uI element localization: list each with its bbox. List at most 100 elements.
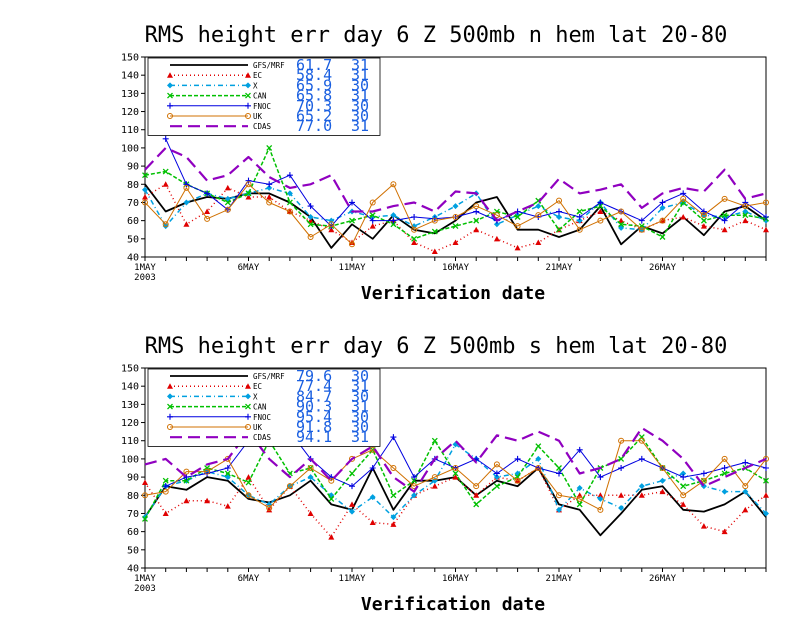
data-point — [700, 477, 707, 484]
data-point — [618, 208, 625, 215]
y-tick-label: 120 — [121, 107, 139, 118]
data-point — [763, 226, 769, 233]
data-point — [411, 474, 418, 481]
data-point — [390, 217, 397, 224]
data-point — [473, 217, 480, 224]
data-point — [266, 181, 273, 188]
data-point — [556, 492, 562, 499]
data-point — [162, 510, 169, 516]
data-point — [535, 465, 542, 471]
data-point — [659, 465, 666, 471]
data-point — [286, 483, 293, 490]
data-point — [721, 465, 728, 471]
data-point — [142, 492, 148, 499]
data-point — [721, 455, 728, 462]
data-point — [390, 492, 397, 499]
data-point — [307, 474, 314, 481]
data-point — [431, 483, 438, 489]
legend-stat-mean: 94.1 — [296, 428, 332, 446]
x-tick-label: 26MAY — [649, 263, 677, 273]
data-point — [183, 199, 190, 206]
data-point — [390, 221, 397, 228]
legend-label: UK — [253, 423, 263, 432]
data-point — [411, 477, 418, 484]
data-point — [224, 470, 231, 477]
y-tick-label: 60 — [127, 527, 139, 538]
data-point — [431, 474, 438, 481]
data-point — [514, 244, 521, 251]
legend-stat-mean: 65.9 — [296, 76, 332, 94]
legend-entry: FNOC 70.3 30 — [167, 97, 369, 115]
data-point — [204, 468, 211, 475]
data-point — [659, 488, 666, 495]
data-point — [431, 217, 438, 224]
data-point — [286, 208, 293, 215]
data-point — [307, 221, 314, 228]
x-tick-label: 26MAY — [649, 574, 677, 584]
data-point — [142, 515, 148, 522]
data-point — [473, 208, 480, 215]
data-point — [349, 199, 355, 206]
data-point — [576, 208, 583, 215]
data-point — [597, 495, 604, 502]
legend-stat-count: 30 — [351, 107, 369, 125]
x-axis-label: Verification date — [361, 594, 545, 615]
legend-box — [147, 57, 381, 136]
legend-label: FNOC — [253, 102, 271, 111]
x-tick-label: 11MAY — [338, 263, 366, 273]
data-point — [680, 483, 687, 490]
y-tick-label: 50 — [127, 545, 139, 556]
y-tick-label: 80 — [127, 180, 139, 191]
data-point — [618, 221, 625, 228]
legend-marker — [245, 383, 251, 389]
legend-marker — [245, 403, 251, 410]
legend-stat-count: 30 — [351, 408, 369, 426]
data-point — [576, 495, 583, 502]
data-point — [742, 488, 749, 495]
data-point — [204, 190, 211, 197]
data-point — [245, 190, 252, 197]
data-point — [266, 506, 273, 513]
series-line — [144, 146, 767, 222]
y-tick-label: 110 — [121, 436, 139, 447]
data-point — [142, 186, 148, 193]
data-point — [369, 465, 376, 471]
legend-stat-count: 31 — [351, 56, 369, 74]
legend-label: CAN — [253, 92, 267, 101]
data-point — [183, 477, 190, 484]
data-point — [390, 465, 397, 471]
data-point — [638, 492, 645, 498]
data-point — [721, 226, 728, 233]
data-point — [493, 483, 500, 490]
x-tick-label: 16MAY — [442, 263, 470, 273]
data-point — [638, 483, 645, 490]
data-point — [638, 437, 645, 444]
legend-label: EC — [253, 382, 262, 391]
data-point — [266, 505, 273, 511]
legend-stat-mean: 77.0 — [296, 117, 332, 135]
data-point — [431, 228, 438, 235]
data-point — [204, 497, 211, 504]
legend-entry: CDAS 77.0 31 — [170, 117, 369, 135]
x-tick-label: 6MAY — [238, 263, 260, 273]
data-point — [742, 212, 749, 219]
legend-marker — [167, 102, 173, 109]
data-point — [742, 459, 749, 466]
legend-marker — [245, 393, 251, 400]
legend-stat-mean: 84.7 — [296, 387, 332, 405]
data-point — [452, 474, 459, 480]
data-point — [535, 239, 542, 245]
data-point — [763, 465, 769, 471]
data-point — [204, 208, 211, 215]
data-point — [431, 248, 438, 255]
data-point — [576, 217, 583, 224]
data-point — [307, 214, 314, 220]
series-uk — [142, 437, 769, 513]
legend-marker — [167, 383, 173, 389]
data-point — [328, 477, 335, 484]
legend-stat-mean: 95.4 — [296, 408, 332, 426]
data-point — [618, 492, 625, 498]
data-point — [411, 239, 418, 245]
data-point — [266, 199, 273, 206]
data-point — [328, 226, 335, 233]
